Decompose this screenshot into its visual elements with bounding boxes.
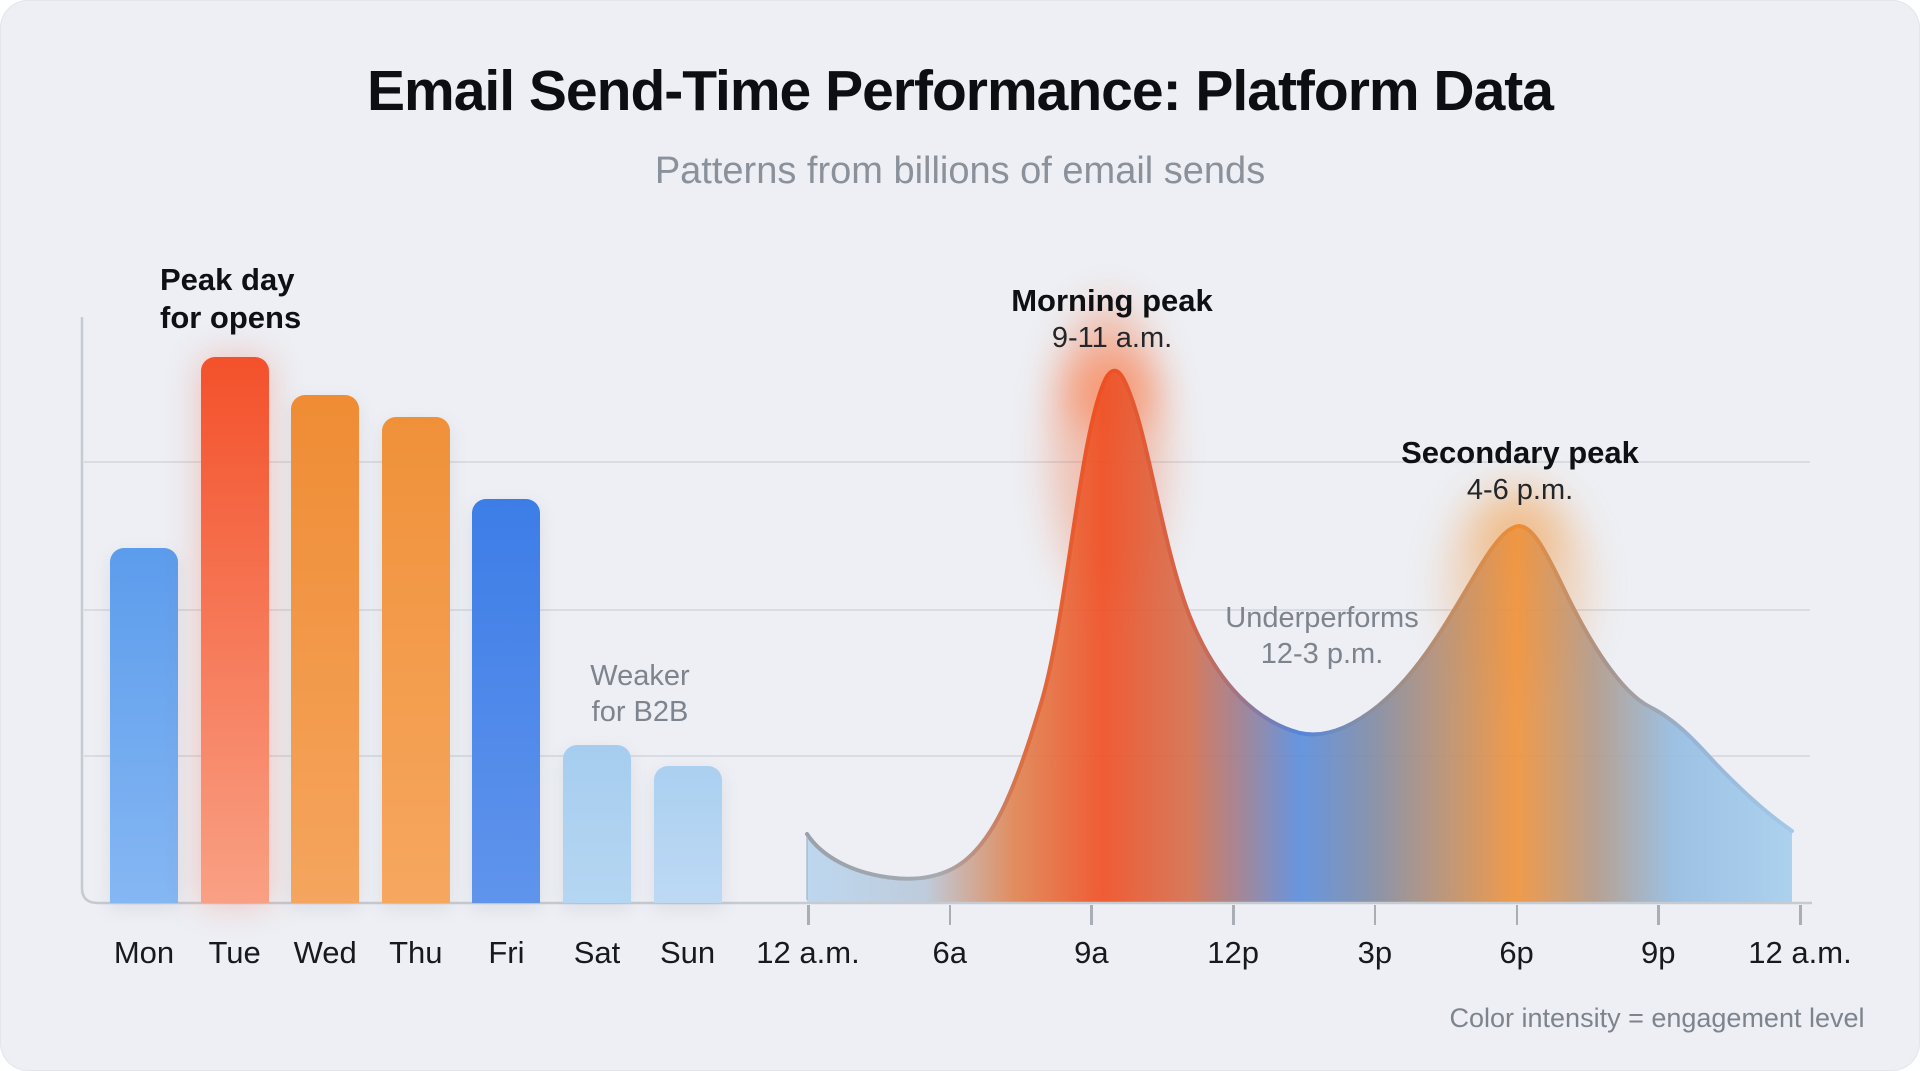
annotation-morning-peak: Morning peak 9-11 a.m.	[912, 282, 1312, 357]
hourly-area-fill	[807, 370, 1792, 904]
annotation-underperforms-line2: 12-3 p.m.	[1260, 638, 1384, 670]
hour-label-5: 6p	[1499, 935, 1534, 970]
annotation-peak-day-line1: Peak day	[160, 262, 295, 297]
day-label-thu: Thu	[389, 935, 443, 970]
hour-label-0: 12 a.m.	[756, 935, 860, 970]
annotation-underperforms-line1: Underperforms	[1225, 602, 1419, 634]
axis-line	[80, 317, 1812, 905]
page-title: Email Send-Time Performance: Platform Da…	[367, 59, 1554, 123]
hour-label-4: 3p	[1357, 935, 1393, 970]
annotation-weaker-line2: for B2B	[591, 696, 689, 728]
annotation-underperforms: Underperforms 12-3 p.m.	[1122, 600, 1522, 672]
hour-label-3: 12p	[1207, 935, 1259, 970]
axis-tick	[1515, 905, 1519, 925]
hour-label-1: 6a	[932, 935, 967, 970]
annotation-peak-day: Peak day for opens	[160, 261, 301, 337]
day-label-fri: Fri	[488, 935, 525, 970]
axis-tick	[1090, 905, 1093, 925]
axis-tick	[807, 905, 810, 925]
annotation-secondary-peak-time: 4-6 p.m.	[1466, 474, 1574, 506]
annotation-secondary-peak: Secondary peak 4-6 p.m.	[1320, 434, 1720, 509]
hourly-curve-stroke	[805, 368, 1794, 881]
annotation-morning-peak-title: Morning peak	[1011, 283, 1213, 318]
annotation-peak-day-line2: for opens	[160, 300, 302, 335]
axis-tick	[948, 905, 952, 925]
annotation-morning-peak-time: 9-11 a.m.	[1051, 322, 1173, 354]
day-label-sat: Sat	[573, 935, 621, 970]
day-label-wed: Wed	[293, 935, 357, 970]
hour-label-2: 9a	[1074, 935, 1109, 970]
axis-tick	[1799, 905, 1802, 925]
page-subtitle: Patterns from billions of email sends	[654, 150, 1266, 192]
day-label-sun: Sun	[660, 935, 716, 970]
annotation-weaker: Weaker for B2B	[490, 658, 790, 730]
day-label-tue: Tue	[208, 935, 261, 970]
annotation-secondary-peak-title: Secondary peak	[1401, 435, 1639, 470]
axis-tick	[1373, 905, 1377, 925]
color-intensity-footnote: Color intensity = engagement level	[1449, 1003, 1865, 1033]
annotation-weaker-line1: Weaker	[590, 660, 690, 692]
axis-tick	[1657, 905, 1660, 925]
axis-tick	[1232, 905, 1235, 925]
hour-label-7: 12 a.m.	[1748, 935, 1852, 970]
day-label-mon: Mon	[113, 935, 175, 970]
hour-label-6: 9p	[1641, 935, 1676, 970]
